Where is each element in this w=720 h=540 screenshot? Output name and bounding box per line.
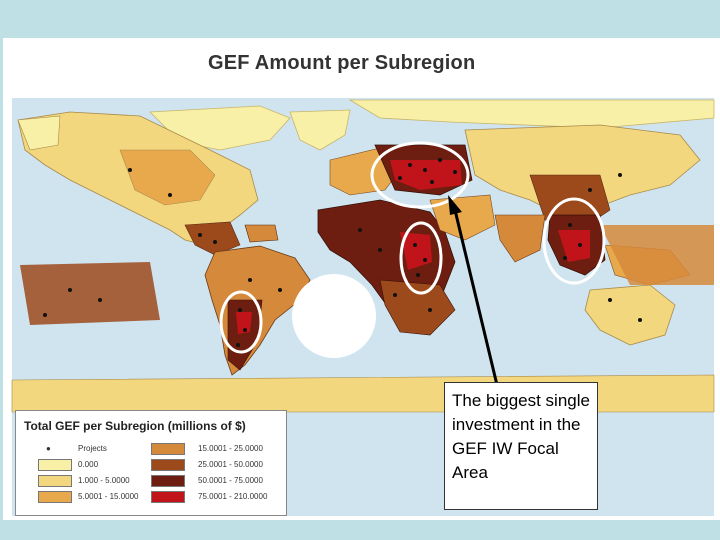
legend-title: Total GEF per Subregion (millions of $)	[24, 419, 246, 433]
callout-arrow-line	[453, 209, 499, 386]
legend-swatch-1	[38, 475, 72, 487]
legend-swatch-6	[151, 491, 185, 503]
legend-swatch-2	[38, 491, 72, 503]
legend-label-2: 5.0001 - 15.0000	[78, 492, 139, 501]
blank-circle	[292, 274, 376, 358]
slide-top-band	[0, 0, 720, 38]
pacific-subregion	[20, 262, 160, 325]
middle-east	[429, 194, 496, 241]
legend-label-0: 0.000	[78, 460, 99, 469]
legend-label-4: 25.0001 - 50.0000	[198, 460, 263, 469]
callout-arrow-head	[448, 195, 462, 215]
west-pacific-subregion	[600, 225, 714, 285]
highlight-ellipse-mekong	[542, 197, 606, 285]
legend-label-1: 1.000 - 5.0000	[78, 476, 130, 485]
mekong-basin	[558, 230, 590, 262]
legend-swatch-0	[38, 459, 72, 471]
north-asia	[464, 124, 701, 216]
legend-label-3: 15.0001 - 25.0000	[198, 444, 263, 453]
legend-swatch-4	[151, 459, 185, 471]
highlight-ellipse-europe	[370, 141, 470, 209]
legend-swatch-3	[151, 443, 185, 455]
legend: Total GEF per Subregion (millions of $) …	[15, 410, 287, 516]
slide-left-band	[0, 38, 3, 520]
legend-label-6: 75.0001 - 210.0000	[198, 492, 268, 501]
legend-label-5: 50.0001 - 75.0000	[198, 476, 263, 485]
australia	[584, 284, 676, 346]
southern-africa	[379, 279, 456, 336]
legend-projects-dot-icon: ●	[46, 444, 51, 453]
project-dots	[43, 158, 642, 347]
antarctica	[11, 374, 715, 413]
greenland	[289, 109, 351, 151]
south-asia	[494, 214, 546, 263]
legend-swatch-5	[151, 475, 185, 487]
alaska	[17, 115, 61, 151]
callout-box: The biggest single investment in the GEF…	[444, 382, 598, 510]
highlight-ellipse-southern-cone	[219, 290, 263, 354]
caribbean	[244, 224, 279, 243]
central-europe-hotspot	[390, 160, 462, 190]
slide-bottom-band	[0, 520, 720, 540]
legend-projects-label: Projects	[78, 444, 107, 453]
map-title: GEF Amount per Subregion	[208, 52, 476, 74]
highlight-ellipse-nile	[399, 221, 443, 295]
parana-basin	[236, 312, 252, 334]
north-america-interior	[119, 149, 216, 206]
